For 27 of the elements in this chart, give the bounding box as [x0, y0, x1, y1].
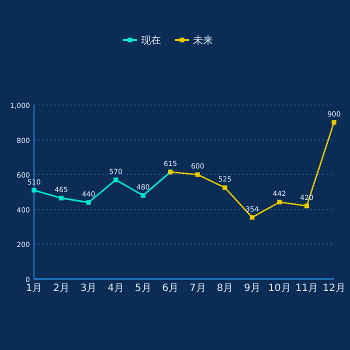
legend-item: 未来	[175, 36, 213, 46]
point	[250, 215, 254, 220]
x-tick-label: 5月	[134, 283, 152, 294]
point	[32, 188, 36, 193]
point	[222, 185, 228, 190]
point	[195, 172, 200, 177]
x-tick-label: 6月	[162, 283, 179, 294]
x-tick-label: 10月	[268, 283, 291, 294]
x-tick-label: 7月	[189, 283, 206, 294]
legend-label: 现在	[141, 34, 161, 46]
x-tick-label: 9月	[244, 283, 260, 294]
x-tick-label: 11月	[295, 283, 318, 294]
point	[86, 200, 91, 205]
point	[304, 204, 310, 208]
point	[140, 193, 146, 198]
x-tick-label: 3月	[80, 283, 97, 294]
point	[58, 196, 64, 200]
legend-item: 现在	[123, 36, 161, 46]
x-tick-label: 2月	[53, 283, 70, 294]
x-tick-label: 4月	[108, 283, 124, 294]
x-tick-label: 8月	[216, 283, 234, 294]
point	[332, 120, 336, 125]
point	[114, 178, 118, 182]
point	[277, 200, 282, 204]
legend-label: 未来	[193, 34, 213, 46]
x-tick-label: 1月	[26, 283, 42, 294]
x-tick-label: 12月	[322, 283, 346, 294]
